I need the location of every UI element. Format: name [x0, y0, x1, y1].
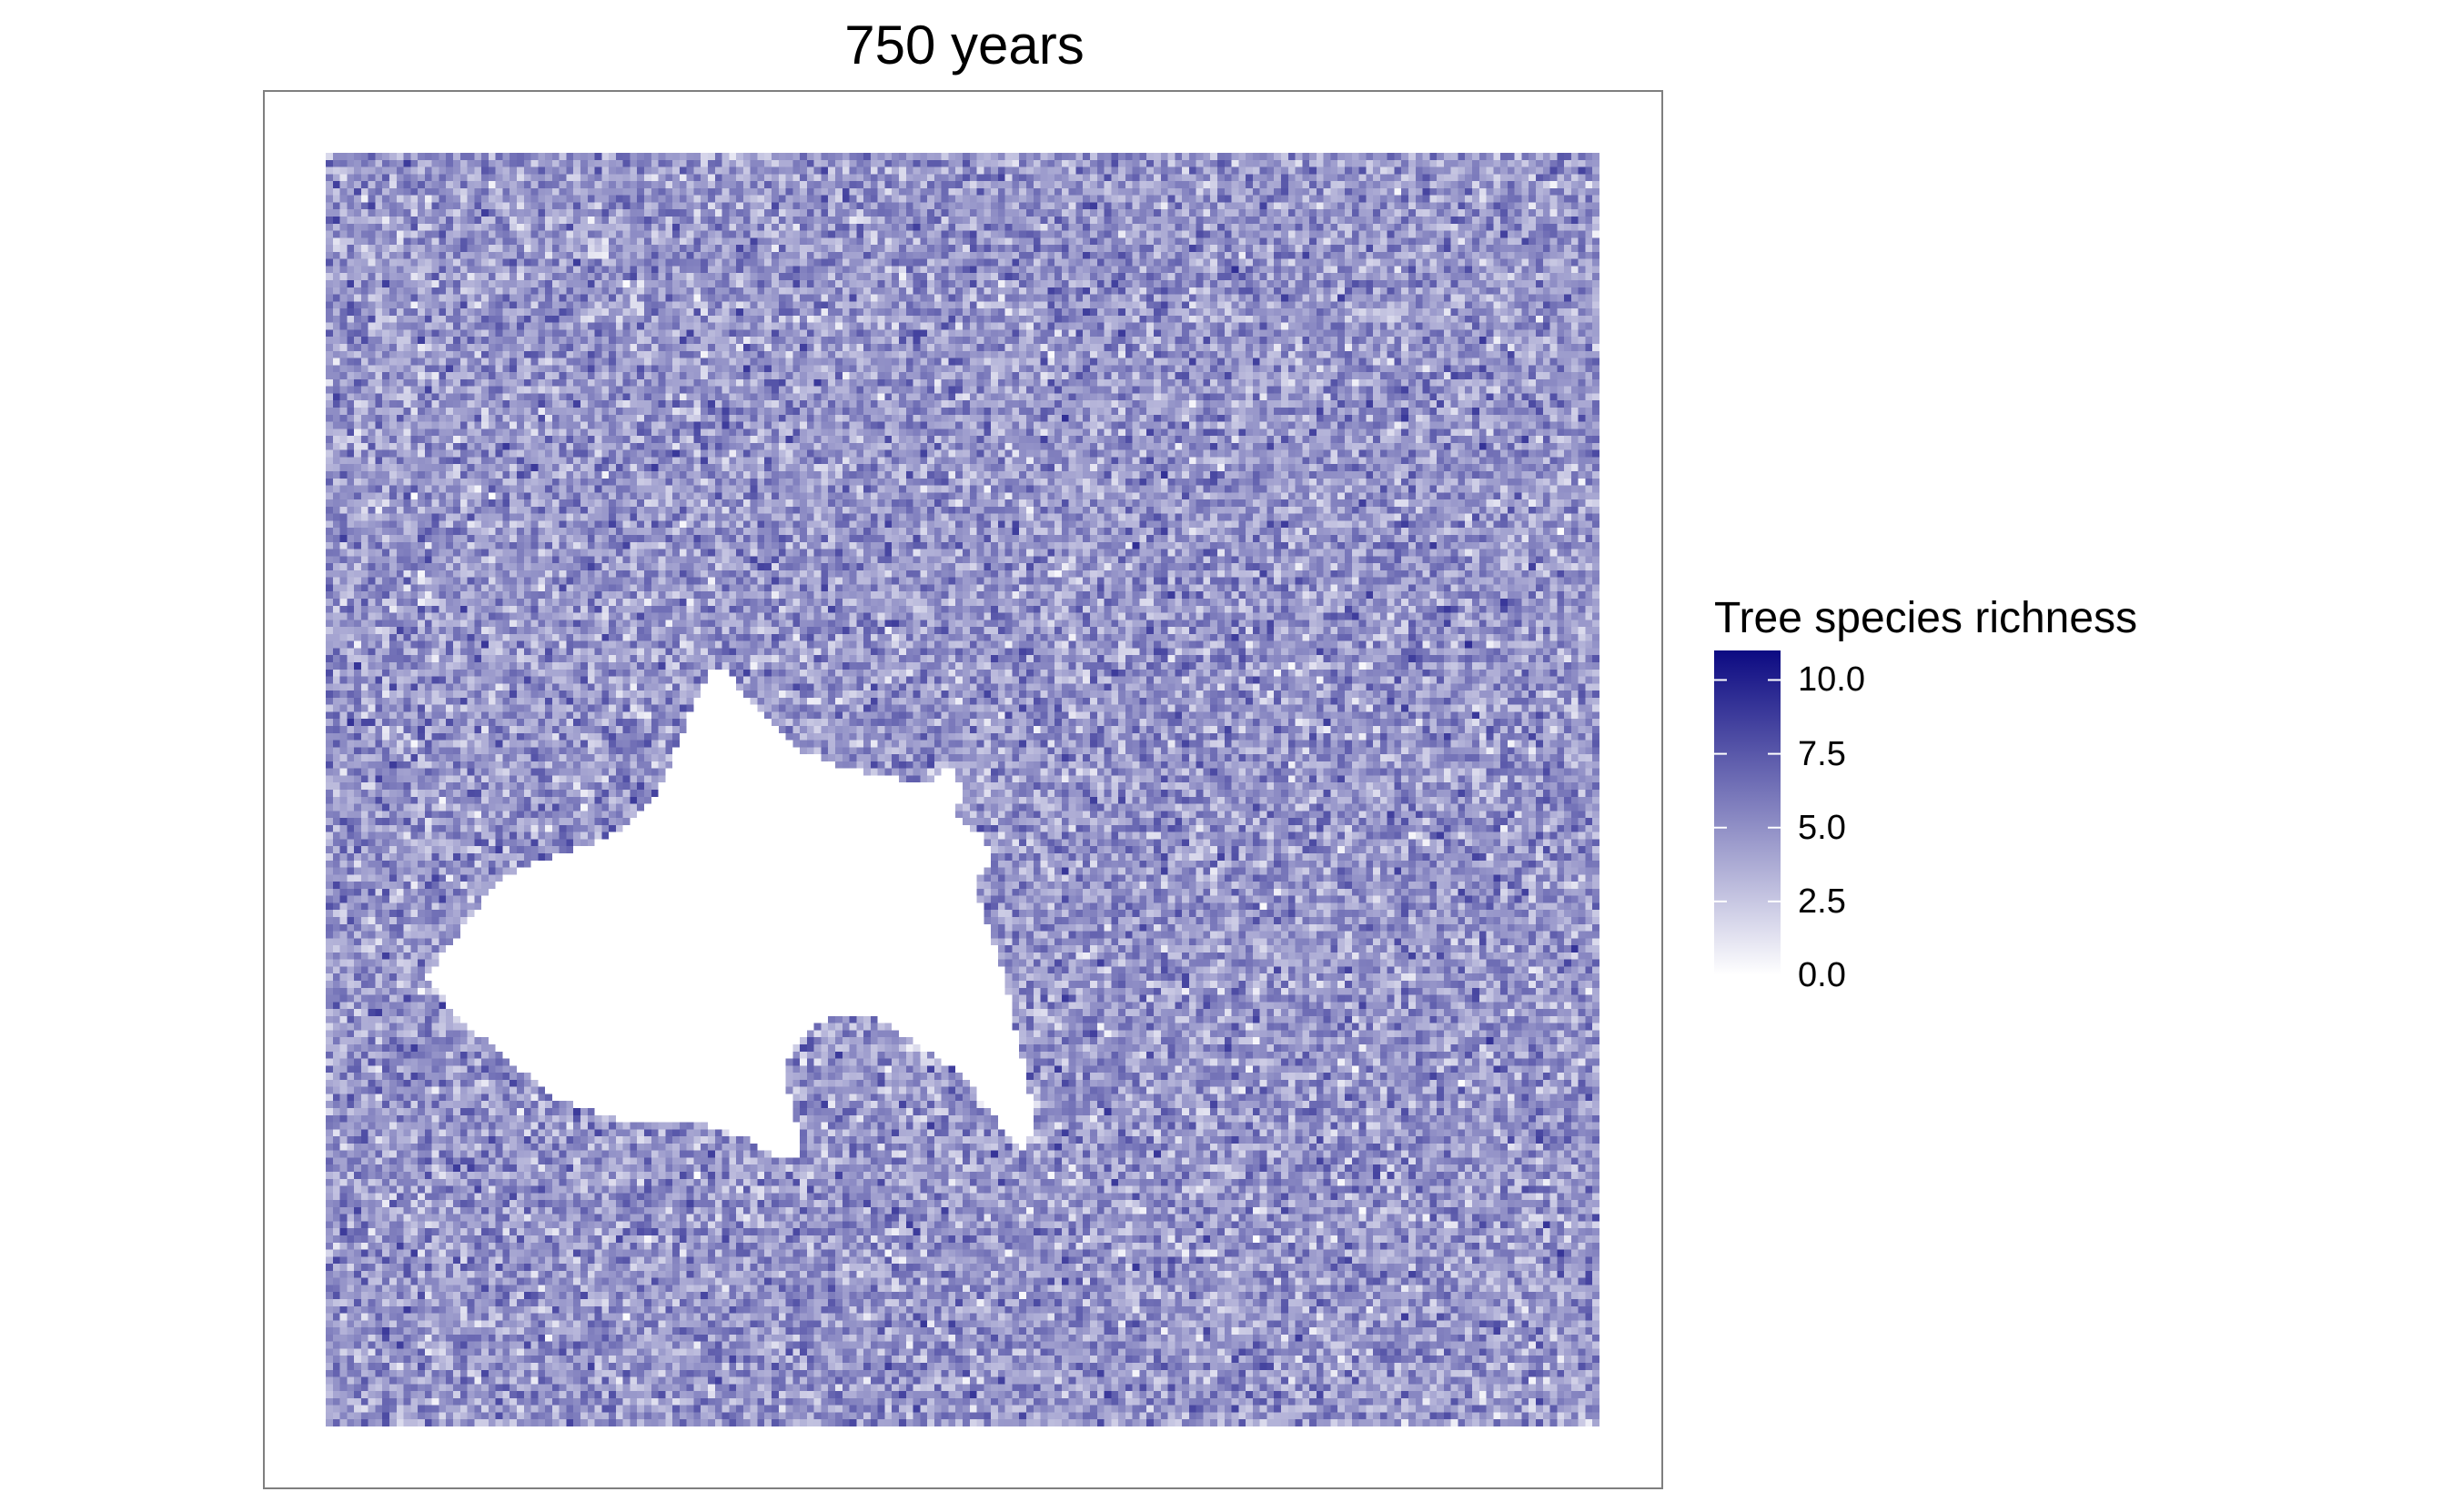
legend-title: Tree species richness: [1714, 594, 2138, 642]
legend-label: 5.0: [1798, 808, 1846, 847]
plot-title: 750 years: [844, 15, 1085, 76]
legend-gradient: [1714, 650, 1781, 975]
legend-colorbar: [1714, 650, 1781, 975]
legend-label: 2.5: [1798, 882, 1846, 921]
legend-label: 10.0: [1798, 660, 1865, 700]
richness-raster: [326, 153, 1599, 1426]
legend-label: 0.0: [1798, 956, 1846, 994]
legend-label: 7.5: [1798, 734, 1846, 773]
